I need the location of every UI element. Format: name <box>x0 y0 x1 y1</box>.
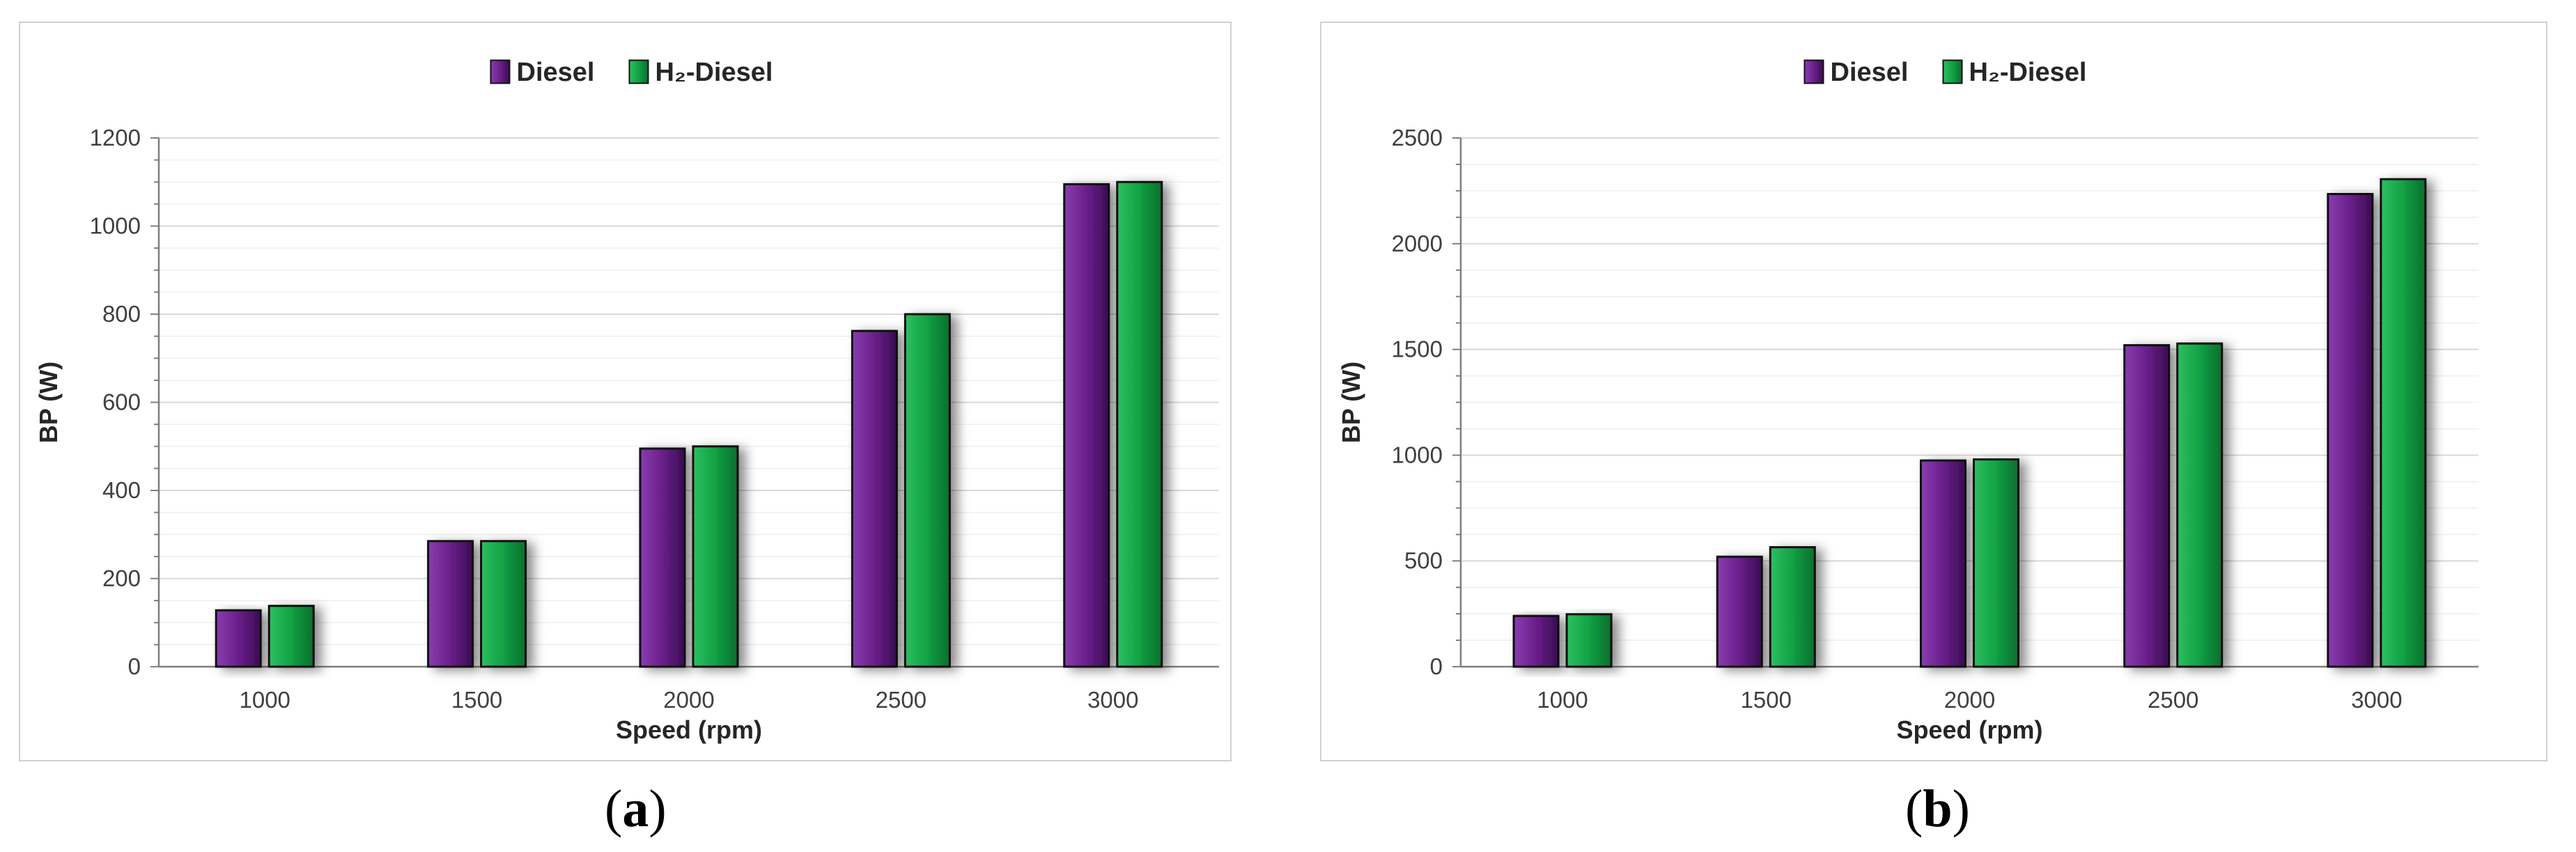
bar-h2-diesel <box>480 540 527 668</box>
y-tick-label: 1500 <box>1392 336 1443 362</box>
bar-diesel <box>2123 344 2171 668</box>
x-tick-label: 1000 <box>239 687 290 713</box>
legend-label-h2-diesel: H₂-Diesel <box>1969 58 2087 87</box>
bar-diesel <box>1063 183 1110 668</box>
x-tick-label: 2000 <box>1944 687 1995 713</box>
legend-label-h2-diesel: H₂-Diesel <box>655 58 773 87</box>
bar-h2-diesel <box>1116 180 1163 668</box>
bar-diesel <box>1512 614 1560 668</box>
y-tick-label: 1200 <box>90 125 141 150</box>
bar-diesel <box>215 609 262 668</box>
bar-h2-diesel <box>2380 178 2427 668</box>
y-tick-label: 500 <box>1404 548 1443 573</box>
legend-label-diesel: Diesel <box>517 58 595 87</box>
bar-h2-diesel <box>903 313 951 668</box>
y-tick-label: 1000 <box>1392 442 1443 467</box>
y-tick-label: 2000 <box>1392 231 1443 256</box>
bar-h2-diesel <box>1973 458 2019 668</box>
y-tick-label: 0 <box>1430 653 1443 679</box>
bar-h2-diesel <box>2176 342 2224 668</box>
legend-swatch-h2-diesel <box>628 59 649 84</box>
bar-diesel <box>639 447 686 668</box>
x-tick-label: 3000 <box>1087 687 1138 713</box>
x-tick-label: 3000 <box>2351 687 2402 713</box>
y-tick-label: 800 <box>102 301 141 327</box>
panel-caption-b: (b) <box>1905 780 1970 838</box>
legend: Diesel H₂-Diesel <box>1803 58 2087 87</box>
x-tick-label: 2500 <box>876 687 926 713</box>
chart-panel-a: 0 200 400 600 800 1000 1200 1000 1500 2000 2500 300… <box>19 22 1232 761</box>
x-tick-label: 1500 <box>1741 687 1792 713</box>
x-tick-label: 1500 <box>451 687 502 713</box>
x-tick-label: 2500 <box>2148 687 2198 713</box>
y-axis-title: BP (W) <box>1337 362 1365 443</box>
bar-h2-diesel <box>692 445 739 668</box>
bar-diesel <box>1920 459 1966 668</box>
panel-caption-a: (a) <box>605 780 667 838</box>
bar-h2-diesel <box>1565 613 1613 668</box>
y-axis-title: BP (W) <box>34 362 63 443</box>
chart-frame <box>19 22 1232 761</box>
x-axis-title: Speed (rpm) <box>616 715 762 744</box>
y-tick-label: 0 <box>128 653 141 679</box>
legend-swatch-h2-diesel <box>1942 59 1963 84</box>
bar-h2-diesel <box>267 605 315 668</box>
bar-diesel <box>2327 192 2374 668</box>
legend: Diesel H₂-Diesel <box>490 58 773 87</box>
bar-diesel <box>1716 555 1763 668</box>
y-tick-label: 600 <box>102 389 141 415</box>
bar-h2-diesel <box>1769 545 1816 668</box>
y-tick-label: 1000 <box>90 213 141 239</box>
y-tick-label: 400 <box>102 477 141 503</box>
legend-swatch-diesel <box>490 59 511 84</box>
x-tick-label: 1000 <box>1537 687 1588 713</box>
panel-label-a: a <box>622 780 649 838</box>
x-axis-title: Speed (rpm) <box>1896 715 2042 744</box>
y-tick-label: 200 <box>102 566 141 591</box>
x-tick-label: 2000 <box>663 687 714 713</box>
legend-label-diesel: Diesel <box>1831 58 1909 87</box>
chart-panel-b: 0 500 1000 1500 2000 2500 1000 1500 2000 2500 3000… <box>1320 22 2547 761</box>
legend-swatch-diesel <box>1803 59 1824 84</box>
y-tick-label: 2500 <box>1392 125 1443 150</box>
panel-label-b: b <box>1923 780 1953 838</box>
bar-diesel <box>427 540 474 668</box>
bar-diesel <box>851 330 898 668</box>
